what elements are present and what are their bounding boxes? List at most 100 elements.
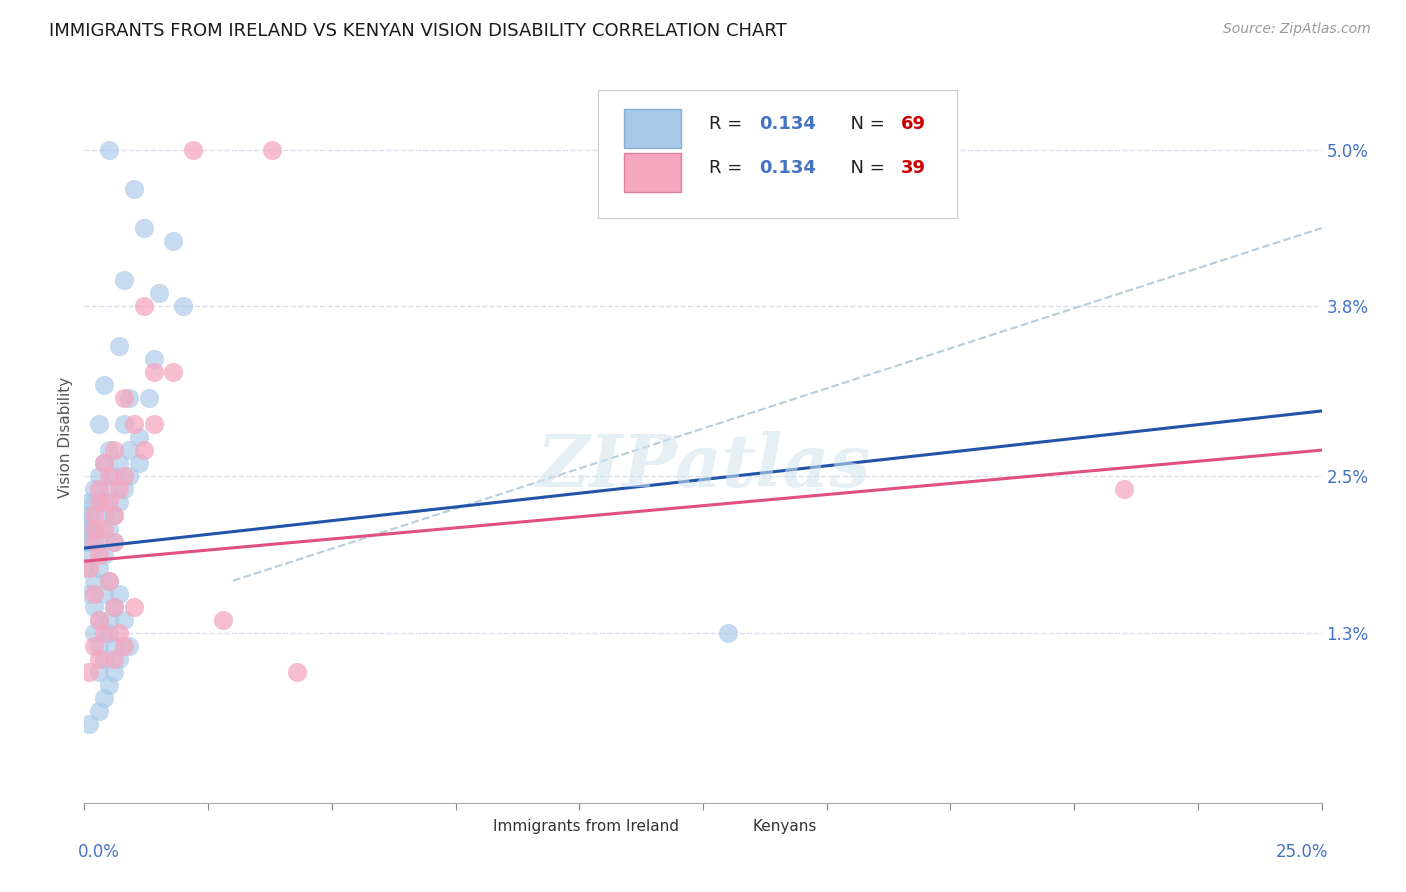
Point (93, 548, 115, 562)
Point (89, 639, 111, 653)
Point (285, 665, 308, 680)
Point (89, 495, 111, 509)
Text: 0.134: 0.134 (759, 159, 815, 177)
Point (112, 417, 135, 431)
Point (93, 626, 115, 640)
Point (89, 613, 111, 627)
Text: Kenyans: Kenyans (752, 820, 817, 834)
Point (83, 521, 105, 535)
Point (98, 574, 121, 588)
Point (83, 587, 105, 601)
Point (83, 508, 105, 523)
Point (262, 143, 284, 157)
Point (73, 534, 96, 549)
Point (108, 652, 131, 666)
FancyBboxPatch shape (453, 814, 485, 839)
Text: R =: R = (709, 115, 748, 133)
Point (103, 599, 125, 614)
Point (89, 417, 111, 431)
Point (93, 495, 115, 509)
Text: N =: N = (839, 159, 890, 177)
Point (98, 574, 121, 588)
Point (98, 678, 121, 692)
Point (103, 534, 125, 549)
Point (89, 705, 111, 719)
Point (89, 483, 111, 497)
Point (83, 599, 105, 614)
Point (118, 391, 141, 405)
Point (98, 483, 121, 497)
Point (717, 626, 740, 640)
Point (103, 443, 125, 458)
Point (112, 639, 135, 653)
Point (79, 548, 101, 562)
Point (103, 469, 125, 483)
Point (79, 495, 101, 509)
Point (93, 456, 115, 470)
Point (93, 508, 115, 523)
Point (108, 338, 131, 352)
Point (108, 483, 131, 497)
Point (79, 560, 101, 574)
Point (79, 534, 101, 549)
Point (98, 495, 121, 509)
Point (83, 626, 105, 640)
Point (103, 508, 125, 523)
FancyBboxPatch shape (713, 814, 745, 839)
Point (98, 143, 121, 157)
Point (89, 665, 111, 680)
Point (89, 469, 111, 483)
Point (93, 377, 115, 392)
FancyBboxPatch shape (598, 90, 956, 218)
Point (112, 613, 135, 627)
Point (89, 548, 111, 562)
Text: 0.0%: 0.0% (79, 843, 120, 861)
Text: 0.134: 0.134 (759, 115, 815, 133)
Point (172, 300, 194, 314)
Point (162, 365, 184, 379)
Point (132, 443, 155, 458)
Point (1112, 483, 1135, 497)
Point (112, 469, 135, 483)
Point (103, 508, 125, 523)
Text: N =: N = (839, 115, 890, 133)
Point (118, 443, 141, 458)
FancyBboxPatch shape (624, 153, 681, 192)
Point (118, 639, 141, 653)
Point (128, 456, 150, 470)
Text: Immigrants from Ireland: Immigrants from Ireland (492, 820, 679, 834)
Point (93, 521, 115, 535)
Point (112, 391, 135, 405)
Point (148, 286, 170, 301)
Point (132, 221, 155, 235)
Text: ZIPatlas: ZIPatlas (536, 431, 870, 502)
Point (98, 469, 121, 483)
Point (79, 508, 101, 523)
Point (103, 639, 125, 653)
Point (142, 417, 165, 431)
Point (83, 639, 105, 653)
Point (112, 273, 135, 287)
Point (108, 626, 131, 640)
Point (108, 456, 131, 470)
Point (162, 234, 184, 248)
Point (181, 143, 204, 157)
Point (83, 483, 105, 497)
Point (79, 665, 101, 680)
Text: 69: 69 (901, 115, 927, 133)
Point (98, 443, 121, 458)
Point (98, 613, 121, 627)
Point (112, 483, 135, 497)
Point (103, 652, 125, 666)
Point (103, 599, 125, 614)
Y-axis label: Vision Disability: Vision Disability (58, 376, 73, 498)
Point (103, 534, 125, 549)
Point (89, 560, 111, 574)
FancyBboxPatch shape (624, 109, 681, 148)
Point (93, 587, 115, 601)
Point (138, 391, 160, 405)
Point (212, 613, 235, 627)
Text: 25.0%: 25.0% (1275, 843, 1327, 861)
Point (73, 521, 96, 535)
Text: Source: ZipAtlas.com: Source: ZipAtlas.com (1223, 22, 1371, 37)
